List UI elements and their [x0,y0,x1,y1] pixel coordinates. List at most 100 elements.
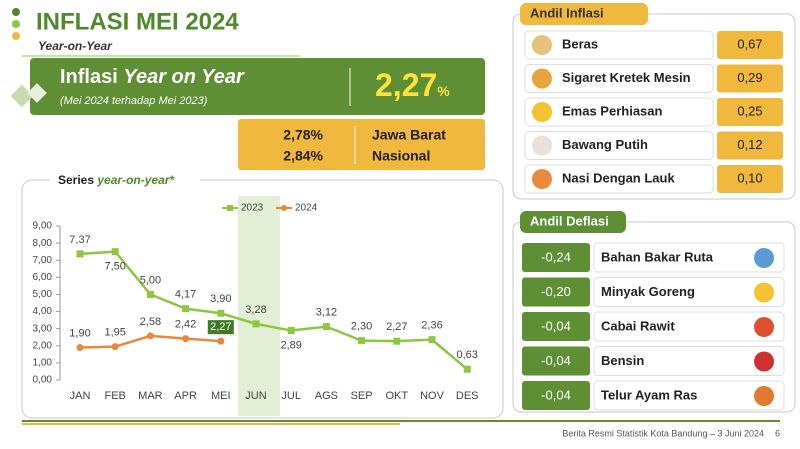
item-name: Sigaret Kretek Mesin [562,70,691,85]
panel-tab [520,211,626,233]
x-tick-label: APR [174,390,197,402]
y-tick-label: 9,00 [33,221,53,232]
item-row [593,277,785,307]
item-row [524,164,714,194]
item-icon [754,282,774,303]
x-tick-label: NOV [420,390,445,402]
point [217,337,225,345]
item-icon [754,386,774,406]
item-value-box [522,277,590,307]
item-row [593,380,785,411]
point [146,290,154,298]
point [217,309,225,317]
series-line [79,250,469,371]
item-value-box [717,98,783,126]
item-value-box [522,243,590,272]
item-icon [532,169,552,189]
yoy-box [30,58,485,115]
item-name: Nasi Dengan Lauk [562,170,675,185]
y-tick-label: 2,00 [33,340,53,351]
item-value: 0,12 [737,137,762,152]
item-name: Bawang Putih [562,137,648,152]
item-value-box [717,131,783,160]
point [76,250,84,258]
item-row [593,242,785,273]
legend-marker [227,205,233,211]
item-icon [754,317,774,337]
regional-name: Jawa Barat [372,127,446,143]
item-value-box [717,165,783,193]
decor [27,83,47,103]
item-row [593,311,785,342]
x-tick-label: SEP [351,390,373,402]
footer-page: 6 [775,428,780,438]
yoy-label-emphasis: Year on Year [123,66,245,88]
chart-title-bg [50,172,200,190]
item-value-box [522,312,590,341]
chart-title: Series [58,173,94,187]
x-tick-label: AGS [315,390,338,402]
item-value: -0,04 [541,318,571,333]
item-row [593,346,785,376]
yoy-value: 2,27% [375,67,450,103]
item-name: Telur Ayam Ras [601,387,697,402]
point [428,336,436,344]
point [182,335,190,343]
item-name: Emas Perhiasan [562,103,663,118]
item-icon [532,102,552,122]
point [322,323,330,331]
item-value-box [522,381,590,410]
legend-label: 2023 [241,203,264,214]
data-label: 0,63 [456,349,477,361]
point [287,327,295,335]
y-tick-label: 0,00 [33,375,53,386]
point [146,332,154,340]
item-value-box [717,64,783,93]
chart-title: Series year-on-year* [58,173,175,187]
x-tick-label: JUN [245,390,266,402]
data-label: 2,42 [175,318,196,330]
data-label: 2,36 [421,320,442,332]
point [182,305,190,313]
item-value: 0,67 [737,36,762,51]
y-tick-label: 5,00 [33,289,53,300]
point [393,337,401,345]
item-row [524,131,714,160]
x-tick-label: MEI [211,390,231,402]
regional-box [238,119,485,170]
label-box [207,320,234,335]
item-name: Bahan Bakar Ruta [601,249,714,264]
yoy-unit: % [437,83,450,99]
bullet [12,8,20,16]
y-tick-label: 7,00 [33,255,53,266]
point [111,343,119,351]
data-label: 3,90 [210,293,231,305]
point [358,337,366,345]
footer-source: Berita Resmi Statistik Kota Bandung – 3 … [562,428,764,438]
item-icon [532,35,552,55]
yoy-label: Inflasi Year on Year [60,66,245,88]
data-label: 7,50 [104,261,125,273]
chart-title-emphasis: year-on-year* [96,173,175,187]
point [252,320,260,328]
item-value: 0,25 [737,103,762,118]
point [76,343,84,351]
item-name: Bensin [601,353,644,368]
regional-value: 2,84% [283,148,323,164]
y-tick-label: 1,00 [33,358,53,369]
item-value: 0,10 [737,170,762,185]
bullet [12,32,20,40]
data-label: 2,27 [210,321,231,333]
x-tick-label: OKT [385,390,408,402]
x-tick-label: JAN [70,390,91,402]
y-tick-label: 6,00 [33,272,53,283]
y-tick-label: 4,00 [33,306,53,317]
yoy-note: (Mei 2024 terhadap Mei 2023) [60,95,208,107]
data-label: 5,00 [140,274,161,286]
item-value: -0,24 [541,249,571,264]
item-name: Beras [562,36,598,51]
data-label: 3,12 [316,307,337,319]
regional-name: Nasional [372,148,430,164]
item-row [524,97,714,127]
yoy-value: 2,27 [375,67,437,103]
